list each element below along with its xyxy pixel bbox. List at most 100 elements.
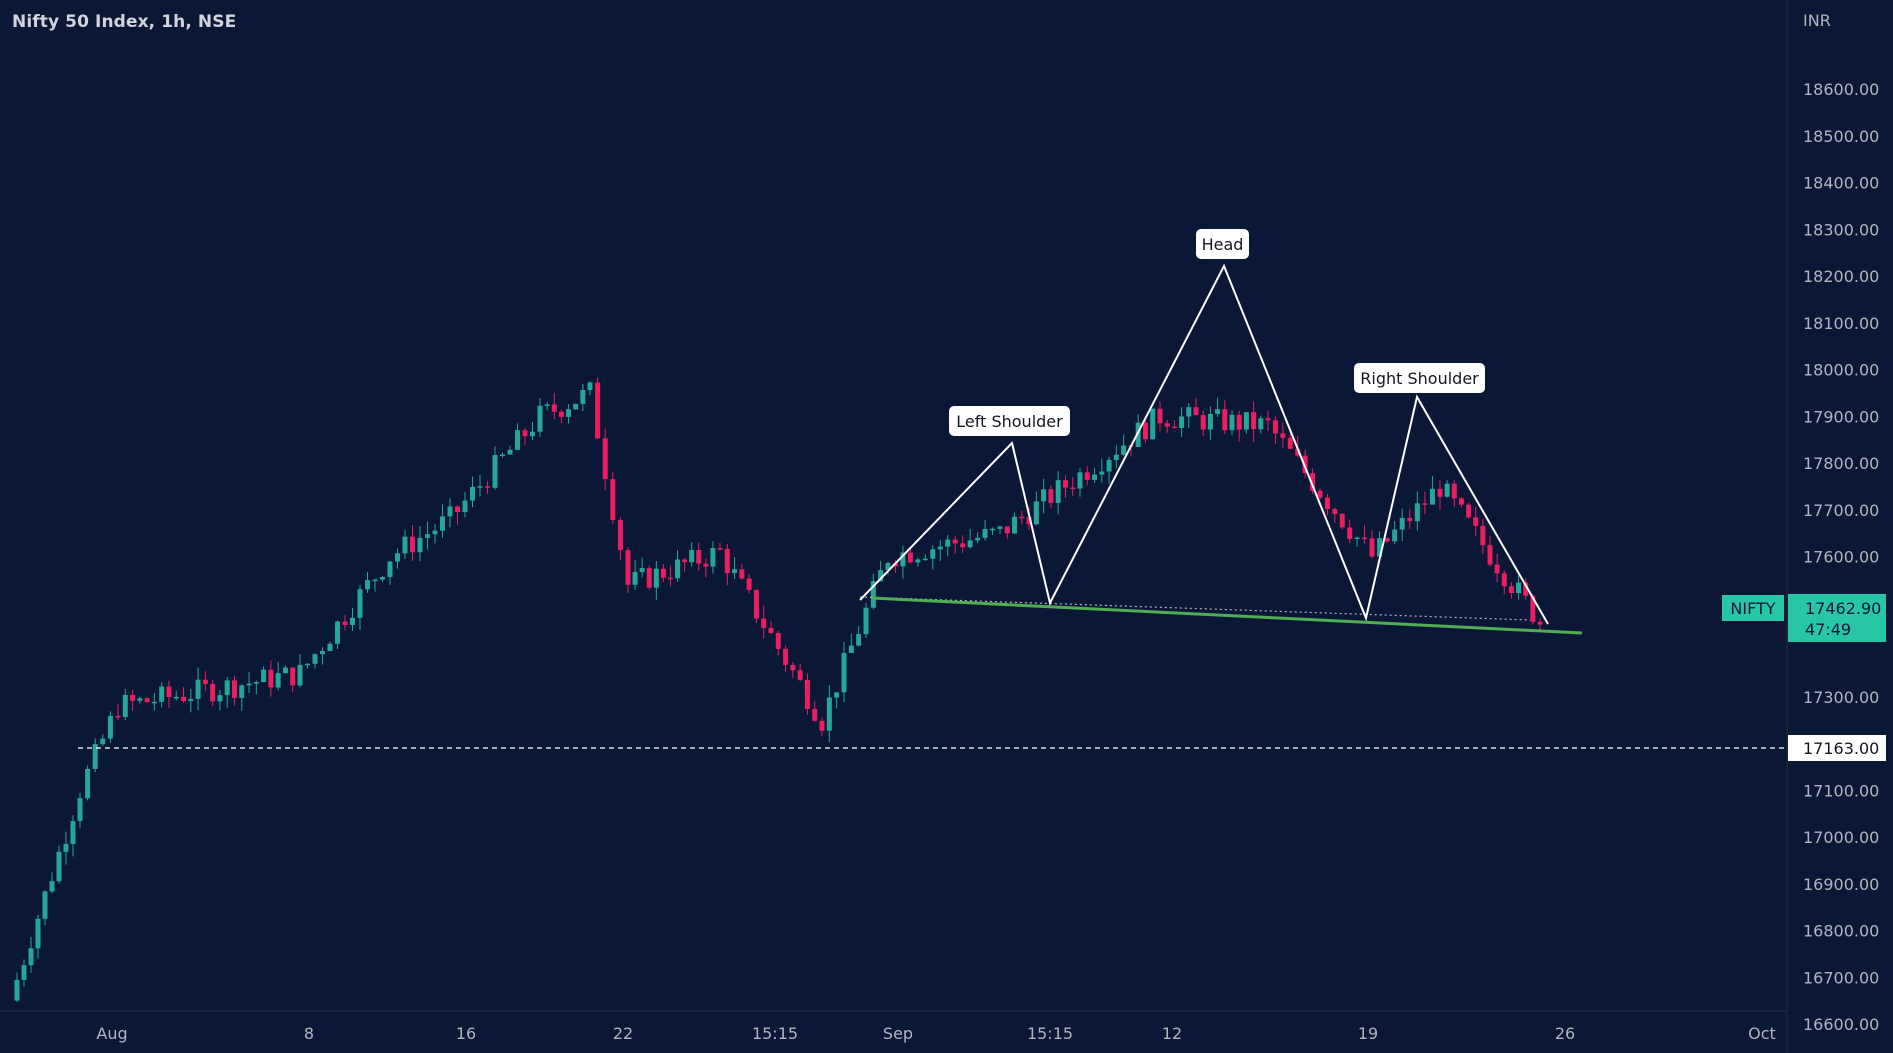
candle-body: [1444, 483, 1450, 497]
price-tick-label: 17700.00: [1803, 501, 1879, 520]
candle-body: [492, 455, 498, 488]
candle-body: [410, 536, 415, 553]
candle-body: [1004, 526, 1010, 534]
candle-body: [1451, 483, 1457, 499]
candle-body: [282, 667, 288, 674]
candle-body: [997, 526, 1003, 529]
candle-body: [1280, 433, 1286, 438]
candle-body: [507, 449, 513, 455]
candle-body: [952, 539, 958, 544]
label-right-shoulder: Right Shoulder: [1354, 363, 1485, 393]
candle-body: [335, 621, 340, 644]
candle-body: [1530, 595, 1536, 622]
price-tick-label: 17300.00: [1803, 688, 1879, 707]
candle-body: [1265, 418, 1271, 421]
candle-body: [639, 568, 645, 573]
candle-body: [372, 579, 378, 582]
candles-layer: [14, 377, 1543, 1003]
candle-body: [365, 580, 370, 590]
candle-body: [425, 534, 430, 538]
candle-body: [1106, 459, 1112, 472]
candle-body: [1121, 445, 1127, 455]
candle-body: [937, 546, 943, 550]
candle-body: [1222, 409, 1228, 431]
candle-body: [1012, 516, 1018, 534]
candle-body: [417, 537, 423, 553]
candle-body: [1437, 488, 1443, 497]
candle-body: [1179, 416, 1185, 428]
candle-body: [646, 568, 652, 588]
candle-body: [312, 654, 318, 664]
candle-body: [1523, 582, 1529, 596]
price-tick-label: 18500.00: [1803, 127, 1879, 146]
candle-body: [1193, 407, 1199, 416]
swing-low-dotted-line: [859, 596, 1531, 621]
candle-body: [440, 516, 445, 531]
candle-body: [812, 708, 818, 721]
candle-body: [402, 536, 408, 554]
candle-body: [1392, 529, 1398, 542]
candle-body: [1135, 422, 1141, 447]
candle-body: [92, 744, 98, 770]
candle-body: [1354, 537, 1360, 540]
candle-body: [530, 431, 535, 437]
candle-body: [675, 559, 681, 579]
candle-body: [195, 679, 201, 699]
candle-body: [231, 680, 237, 698]
svg-text:47:49: 47:49: [1805, 620, 1851, 639]
price-tick-label: 18000.00: [1803, 361, 1879, 380]
svg-text:17163.00: 17163.00: [1803, 739, 1879, 758]
svg-text:Head: Head: [1202, 235, 1244, 254]
candle-body: [856, 634, 862, 646]
time-tick-label: Aug: [96, 1024, 127, 1043]
candle-body: [696, 550, 702, 564]
candle-body: [115, 715, 121, 718]
candle-body: [130, 694, 136, 701]
candle-body: [432, 530, 438, 535]
candle-body: [239, 685, 245, 698]
candle-body: [522, 430, 528, 437]
candle-body: [1399, 517, 1405, 530]
candle-body: [1537, 621, 1543, 625]
candle-body: [1077, 472, 1083, 489]
candle-body: [1339, 513, 1345, 528]
price-tick-label: 16600.00: [1803, 1015, 1879, 1034]
candle-body: [1150, 408, 1156, 440]
candle-body: [1414, 503, 1420, 522]
candle-body: [477, 486, 483, 488]
candle-body: [159, 686, 165, 702]
candle-body: [42, 891, 48, 919]
candle-body: [297, 664, 303, 686]
time-tick-label: Sep: [883, 1024, 913, 1043]
candle-body: [1033, 501, 1039, 525]
svg-text:NIFTY: NIFTY: [1730, 599, 1775, 618]
candle-body: [261, 669, 267, 683]
candle-body: [500, 454, 505, 457]
last-price-badge: 17462.90 47:49: [1788, 594, 1886, 642]
candle-body: [689, 550, 695, 563]
time-tick-label: Oct: [1748, 1024, 1776, 1043]
price-tick-label: 18600.00: [1803, 80, 1879, 99]
candle-body: [848, 645, 854, 653]
candle-body: [1055, 480, 1061, 503]
candle-body: [746, 578, 752, 590]
candle-body: [1215, 409, 1221, 414]
candle-body: [732, 569, 738, 574]
candle-body: [21, 965, 27, 980]
candle-body: [224, 680, 230, 696]
candle-body: [455, 506, 460, 513]
candle-body: [632, 572, 638, 585]
candle-body: [1200, 415, 1206, 430]
candle-body: [387, 561, 393, 577]
candle-body: [1377, 538, 1383, 557]
candle-body: [1310, 473, 1316, 491]
candle-body: [841, 652, 847, 693]
time-tick-label: 22: [613, 1024, 633, 1043]
candle-body: [1369, 538, 1375, 557]
candle-body: [1422, 503, 1428, 505]
candle-body: [1157, 408, 1163, 424]
candle-body: [1458, 498, 1464, 505]
candle-body: [724, 548, 730, 574]
